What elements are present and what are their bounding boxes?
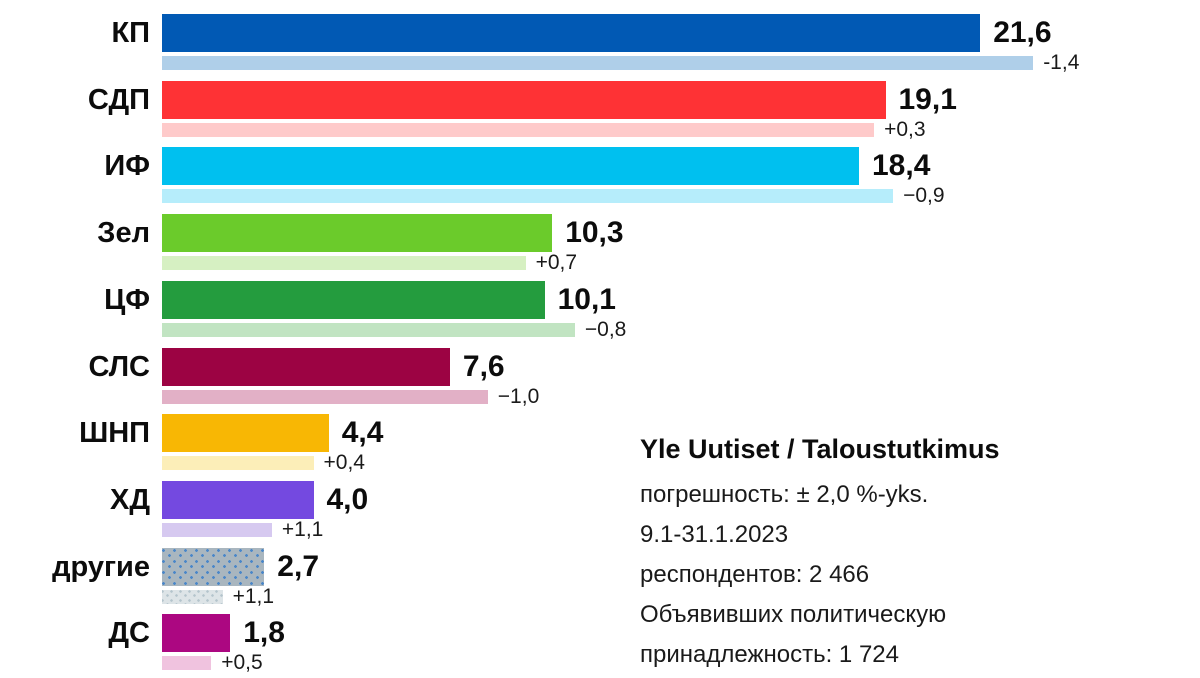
- bar-row: ШНП 4,4 +0,4: [0, 414, 1200, 474]
- bar-row: ХД 4,0 +1,1: [0, 480, 1200, 541]
- change-label: +0,5: [221, 651, 263, 675]
- value-label: 21,6: [993, 16, 1052, 49]
- previous-value-bar: [162, 656, 212, 671]
- party-label: СДП: [87, 83, 150, 116]
- bar-row: другие 2,7 +1,1: [0, 547, 1200, 608]
- bar-row: СДП 19,1 +0,3: [0, 80, 1200, 141]
- value-label: 4,4: [341, 416, 384, 450]
- previous-value-bar: [162, 122, 875, 137]
- previous-value-bar: [162, 522, 272, 537]
- affiliation-text-line2: принадлежность: 1 724: [640, 641, 899, 668]
- party-label: ИФ: [104, 150, 150, 183]
- previous-value-bar: [162, 322, 575, 337]
- value-label: 19,1: [898, 82, 957, 116]
- bar-row: ДС 1,8 +0,5: [0, 614, 1200, 674]
- current-value-bar: [162, 147, 859, 186]
- value-label: 4,0: [326, 482, 369, 516]
- party-label: ХД: [109, 483, 150, 516]
- current-value-bar: [162, 14, 981, 52]
- affiliation-text-line1: Объявивших политическую: [640, 601, 947, 628]
- party-label: ШНП: [79, 417, 150, 450]
- current-value-bar: [162, 547, 265, 586]
- value-label: 18,4: [872, 149, 931, 183]
- party-label: ЦФ: [104, 283, 150, 316]
- value-label: 7,6: [462, 349, 505, 383]
- change-label: +1,1: [281, 517, 324, 541]
- change-label: −0,9: [903, 184, 945, 208]
- value-label: 2,7: [277, 549, 320, 583]
- party-label: другие: [52, 550, 150, 583]
- bar-row: СЛС 7,6 −1,0: [0, 347, 1200, 408]
- change-label: -1,4: [1043, 51, 1080, 74]
- current-value-bar: [162, 347, 450, 386]
- bar-row: ЦФ 10,1 −0,8: [0, 280, 1200, 341]
- current-value-bar: [162, 414, 329, 453]
- source-info-block: Yle Uutiset / Taloustutkimus погрешность…: [640, 432, 1180, 675]
- value-label: 1,8: [243, 616, 285, 650]
- change-label: −1,0: [497, 384, 540, 408]
- change-label: +0,7: [535, 251, 578, 275]
- change-label: +1,1: [232, 584, 275, 608]
- current-value-bar: [162, 80, 886, 119]
- current-value-bar: [162, 480, 314, 519]
- party-label: Зел: [97, 217, 150, 250]
- value-label: 10,1: [557, 282, 616, 316]
- current-value-bar: [162, 214, 553, 253]
- date-range-text: 9.1-31.1.2023: [640, 521, 789, 548]
- previous-value-bar: [162, 256, 526, 271]
- chart-source-title: Yle Uutiset / Taloustutkimus: [640, 434, 1000, 464]
- previous-value-bar: [162, 189, 894, 204]
- bar-row: КП 21,6 -1,4: [0, 14, 1200, 74]
- previous-value-bar: [162, 589, 223, 604]
- current-value-bar: [162, 280, 545, 319]
- margin-of-error-text: погрешность: ± 2,0 %-yks.: [640, 481, 929, 508]
- bar-row: ИФ 18,4 −0,9: [0, 147, 1200, 207]
- change-label: +0,3: [884, 117, 926, 141]
- previous-value-bar: [162, 56, 1034, 70]
- current-value-bar: [162, 614, 231, 653]
- respondents-text: респондентов: 2 466: [640, 561, 870, 588]
- party-label: СЛС: [88, 350, 150, 383]
- value-label: 10,3: [565, 216, 624, 250]
- party-label: ДС: [108, 617, 150, 650]
- previous-value-bar: [162, 389, 488, 404]
- party-label: КП: [111, 17, 150, 49]
- bar-row: Зел 10,3 +0,7: [0, 214, 1200, 274]
- change-label: −0,8: [584, 317, 627, 341]
- previous-value-bar: [162, 456, 314, 471]
- change-label: +0,4: [323, 451, 365, 475]
